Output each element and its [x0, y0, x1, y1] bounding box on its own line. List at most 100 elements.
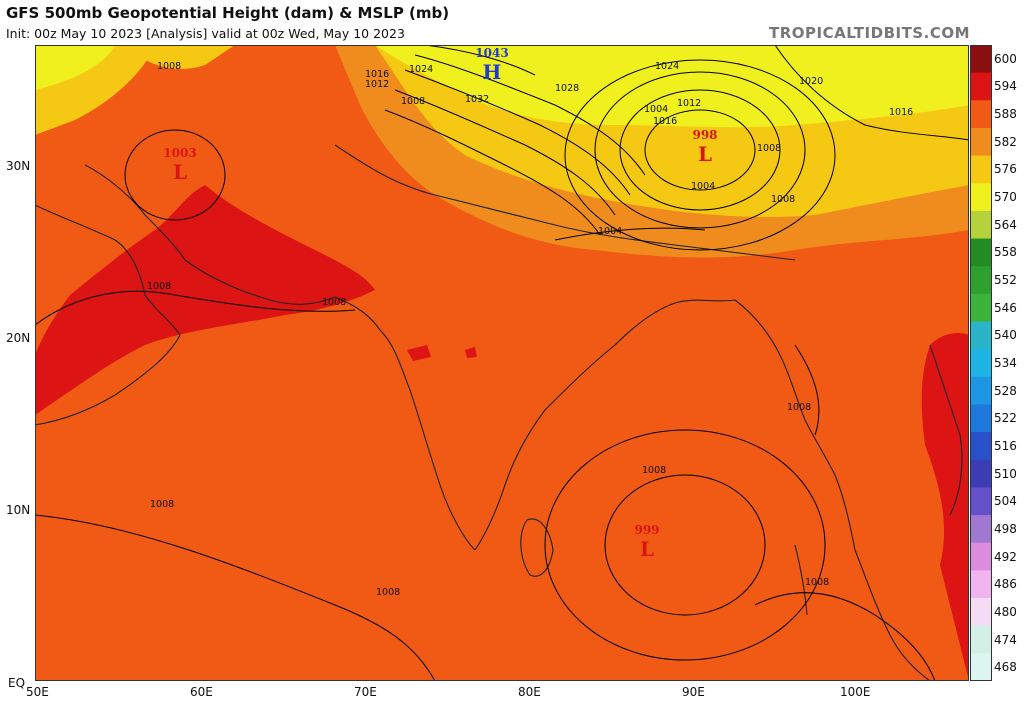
- low-center-value-bay: 999: [634, 523, 659, 537]
- coastline-srilanka: [520, 518, 554, 577]
- isobar-label: 1016: [889, 107, 913, 118]
- isobar-low-iran: [124, 129, 226, 221]
- lon-label-60e: 60E: [190, 685, 213, 699]
- legend-level-label: 576: [994, 162, 1017, 177]
- height-field-570: [375, 45, 969, 128]
- lat-label-eq: EQ: [8, 676, 26, 690]
- isobar-1004-north: [554, 227, 706, 241]
- low-center-value-iran: 1003: [163, 146, 196, 160]
- legend-swatch: [970, 653, 992, 681]
- coastline-vietnam: [929, 344, 963, 516]
- map-frame: [35, 45, 969, 681]
- lon-label-50e: 50E: [26, 685, 49, 699]
- legend-level-label: 468: [994, 660, 1017, 675]
- height-field-594-east: [921, 333, 969, 681]
- isobar-label: 1008: [157, 61, 181, 72]
- height-field-594-spot: [407, 345, 431, 361]
- isobar-low-tibet-3: [594, 71, 806, 229]
- legend-level-label: 588: [994, 107, 1017, 122]
- high-center-value: 1043: [475, 46, 508, 60]
- isobar-1008-south: [35, 514, 436, 681]
- legend-swatch: [970, 349, 992, 378]
- isobar-1016-east: [774, 45, 969, 141]
- legend-swatch: [970, 45, 992, 74]
- isobar-label: 1008: [376, 587, 400, 598]
- isobar-label: 1004: [598, 226, 622, 237]
- site-credit: TROPICALTIDBITS.COM: [769, 24, 970, 42]
- isobar-1008-se: [754, 592, 936, 681]
- coastline-andaman: [794, 544, 808, 616]
- legend-swatch: [970, 459, 992, 488]
- lon-label-100e: 100E: [840, 685, 871, 699]
- isobar-label: 1016: [653, 116, 677, 127]
- lat-label-30n: 30N: [6, 159, 31, 173]
- legend-level-label: 492: [994, 549, 1017, 564]
- border-himalaya: [334, 144, 796, 261]
- coastline-thailand: [854, 549, 931, 681]
- lat-label-10n: 10N: [6, 503, 31, 517]
- isobar-1008-west: [35, 290, 356, 326]
- isobar-low-bay: [604, 474, 766, 616]
- legend-swatch: [970, 238, 992, 267]
- isobar-label: 1004: [691, 181, 715, 192]
- legend-level-label: 540: [994, 328, 1017, 343]
- legend-swatch: [970, 266, 992, 295]
- legend-swatch: [970, 155, 992, 184]
- isobar-low-tibet-4: [564, 59, 836, 251]
- legend-level-label: 546: [994, 300, 1017, 315]
- isobar-labels: 1008 1008 1016 1012 1024 1032 1028 1024 …: [147, 61, 913, 598]
- map-panel: 1008 1008 1016 1012 1024 1032 1028 1024 …: [35, 45, 969, 681]
- legend-swatch: [970, 515, 992, 544]
- legend-swatch: [970, 625, 992, 654]
- low-center-letter-bay: L: [640, 537, 654, 561]
- isobar-label: 1008: [322, 297, 346, 308]
- isobar-label: 1020: [799, 76, 823, 87]
- isobar-label: 1028: [555, 83, 579, 94]
- legend-level-label: 600: [994, 51, 1017, 66]
- legend-level-label: 594: [994, 79, 1017, 94]
- isobar-label: 1032: [465, 94, 489, 105]
- legend-swatch: [970, 542, 992, 571]
- isobar-label: 1008: [401, 96, 425, 107]
- isobar-label: 1008: [805, 577, 829, 588]
- legend-colorbar: [970, 45, 992, 681]
- coastline-myanmar: [734, 299, 856, 551]
- height-field-594-spot2: [465, 347, 477, 358]
- legend-level-label: 552: [994, 273, 1017, 288]
- legend-swatch: [970, 210, 992, 240]
- isobar-high-4: [384, 109, 601, 236]
- legend-level-label: 504: [994, 494, 1017, 509]
- isobar-1008-east: [794, 344, 820, 436]
- isobar-label: 1008: [757, 143, 781, 154]
- legend-swatch: [970, 72, 992, 101]
- legend-frame: [970, 45, 992, 681]
- isobar-high-5: [424, 45, 536, 76]
- low-center-letter-tibet: L: [698, 142, 712, 166]
- legend-level-label: 480: [994, 604, 1017, 619]
- legend-level-label: 534: [994, 356, 1017, 370]
- legend-swatch: [970, 321, 992, 350]
- pressure-centers: 1043 H 998 L 1003 L 999 L: [163, 46, 717, 561]
- isobar-low-bay-2: [544, 429, 826, 661]
- legend-swatch: [970, 183, 992, 212]
- legend-level-label: 498: [994, 521, 1017, 536]
- coastline-india-west: [334, 296, 476, 551]
- legend-swatch: [970, 293, 992, 323]
- isobar-label: 1024: [655, 61, 679, 72]
- isobar-low-tibet-1: [644, 109, 756, 191]
- legend-level-label: 570: [994, 190, 1017, 205]
- legend-level-label: 510: [994, 466, 1017, 481]
- isobar-label: 1008: [642, 465, 666, 476]
- lat-label-20n: 20N: [6, 331, 31, 345]
- legend-swatch: [970, 376, 992, 405]
- isobar-label: 1008: [147, 281, 171, 292]
- legend-swatch: [970, 404, 992, 433]
- legend-swatch: [970, 100, 992, 129]
- isobar-label: 1016: [365, 69, 389, 80]
- isobar-label: 1012: [677, 98, 701, 109]
- isobar-label: 1024: [409, 64, 433, 75]
- legend-level-label: 522: [994, 411, 1017, 426]
- legend-swatch: [970, 598, 992, 627]
- isobar-label: 1012: [365, 79, 389, 90]
- lon-label-90e: 90E: [682, 685, 705, 699]
